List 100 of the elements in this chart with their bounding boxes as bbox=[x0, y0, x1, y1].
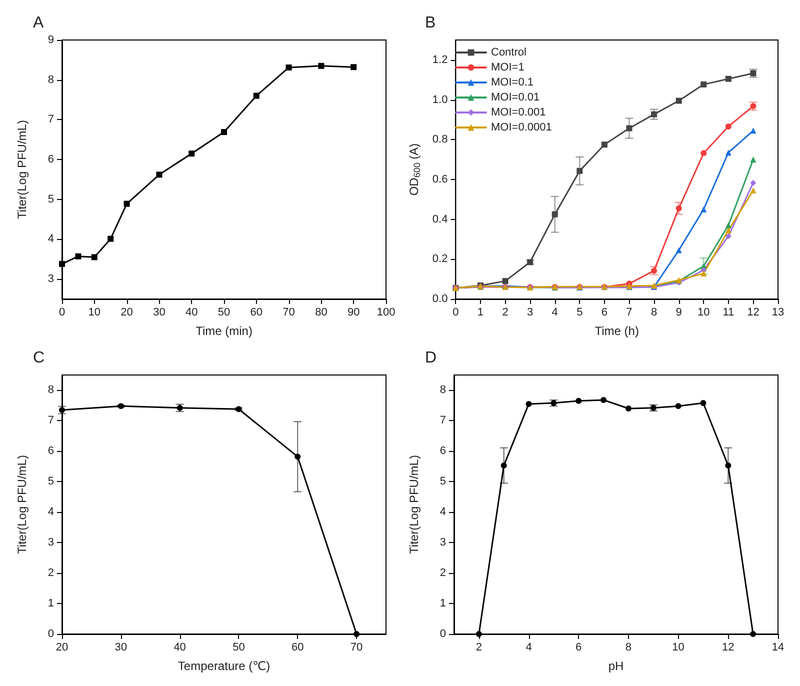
legend-label: MOI=0.0001 bbox=[491, 122, 552, 134]
y-tick-label: 0.6 bbox=[432, 173, 448, 186]
x-tick-label: 2 bbox=[476, 642, 482, 654]
point bbox=[236, 406, 242, 412]
x-tick-label: 50 bbox=[232, 642, 245, 654]
y-tick-label: 3 bbox=[440, 536, 446, 549]
x-tick-label: 14 bbox=[772, 642, 784, 654]
point bbox=[725, 76, 732, 82]
legend-label: MOI=1 bbox=[491, 62, 524, 74]
y-tick-label: 8 bbox=[48, 74, 54, 86]
legend-label: Control bbox=[491, 46, 526, 58]
point bbox=[156, 172, 162, 178]
y-tick-label: 0.8 bbox=[432, 134, 448, 146]
point bbox=[318, 62, 324, 69]
y-tick-label: 3 bbox=[48, 273, 54, 286]
point bbox=[354, 631, 360, 637]
y-tick-label: 5 bbox=[48, 193, 54, 206]
x-tick-label: 90 bbox=[347, 306, 360, 318]
point bbox=[118, 403, 124, 410]
x-tick-label: 30 bbox=[114, 642, 128, 654]
point bbox=[700, 270, 707, 276]
y-tick-label: 7 bbox=[440, 414, 446, 427]
x-tick-label: 8 bbox=[650, 306, 658, 318]
x-tick-label: 60 bbox=[250, 306, 263, 318]
y-tick-label: 6 bbox=[440, 445, 446, 458]
x-tick-label: 10 bbox=[697, 306, 710, 318]
point bbox=[700, 400, 706, 406]
legend-label: MOI=0.01 bbox=[491, 92, 540, 104]
point bbox=[700, 81, 707, 88]
y-tick-label: 7 bbox=[48, 114, 54, 126]
point bbox=[576, 168, 583, 174]
y-tick-label: 8 bbox=[48, 384, 54, 396]
y-tick-label: 0 bbox=[48, 628, 54, 640]
y-tick-label: 8 bbox=[440, 384, 446, 396]
x-tick-label: 9 bbox=[676, 306, 682, 318]
x-tick-label: 60 bbox=[292, 642, 304, 654]
point bbox=[552, 211, 558, 218]
y-tick-label: 5 bbox=[48, 476, 54, 488]
x-tick-label: 10 bbox=[672, 642, 684, 654]
y-tick-label: 7 bbox=[48, 414, 54, 427]
x-tick-label: 5 bbox=[576, 306, 583, 318]
y-axis-title: Titer(Log PFU/mL) bbox=[15, 120, 29, 219]
x-axis-title: Time (h) bbox=[594, 324, 639, 338]
point bbox=[108, 236, 114, 242]
point bbox=[725, 227, 732, 234]
point bbox=[502, 278, 508, 284]
x-axis-title: pH bbox=[608, 659, 624, 673]
y-tick-label: 2 bbox=[48, 567, 54, 580]
point bbox=[750, 128, 756, 134]
point bbox=[750, 180, 756, 186]
y-tick-label: 1.0 bbox=[432, 94, 448, 106]
x-tick-label: 6 bbox=[601, 306, 608, 318]
x-tick-label: 4 bbox=[526, 642, 532, 654]
point bbox=[626, 125, 632, 132]
y-tick-label: 0.0 bbox=[432, 293, 448, 305]
point bbox=[253, 92, 260, 99]
x-axis-title: Temperature (℃) bbox=[178, 659, 270, 673]
point bbox=[576, 398, 582, 404]
x-tick-label: 12 bbox=[747, 306, 760, 318]
point bbox=[725, 150, 732, 156]
point bbox=[286, 64, 292, 70]
x-axis-title: Time (min) bbox=[196, 324, 252, 338]
point bbox=[700, 150, 707, 156]
point bbox=[350, 64, 357, 70]
point bbox=[188, 150, 195, 157]
y-tick-label: 4 bbox=[440, 506, 446, 518]
x-tick-label: 1 bbox=[477, 306, 484, 318]
point bbox=[750, 156, 756, 163]
x-tick-label: 20 bbox=[56, 642, 68, 654]
point bbox=[725, 233, 732, 240]
point bbox=[651, 111, 658, 118]
x-tick-label: 13 bbox=[772, 306, 784, 318]
point bbox=[124, 200, 130, 207]
y-tick-label: 5 bbox=[440, 476, 446, 488]
x-tick-label: 10 bbox=[88, 306, 101, 318]
x-tick-label: 0 bbox=[58, 306, 66, 318]
x-tick-label: 11 bbox=[722, 306, 734, 318]
x-tick-label: 3 bbox=[527, 306, 534, 318]
y-tick-label: 4 bbox=[48, 233, 54, 246]
chart-title: B bbox=[425, 14, 436, 32]
point bbox=[725, 222, 732, 228]
x-tick-label: 80 bbox=[315, 306, 328, 318]
point bbox=[700, 206, 707, 212]
x-tick-label: 12 bbox=[722, 642, 734, 654]
y-tick-label: 0 bbox=[440, 628, 446, 640]
x-tick-label: 8 bbox=[625, 642, 632, 654]
point bbox=[59, 407, 65, 414]
y-tick-label: 1 bbox=[440, 598, 446, 610]
point bbox=[676, 247, 682, 254]
x-tick-label: 2 bbox=[502, 306, 508, 318]
y-tick-label: 6 bbox=[48, 154, 54, 166]
point bbox=[625, 406, 632, 412]
y-axis-title: OD600 (A) bbox=[407, 143, 422, 196]
point bbox=[59, 260, 65, 267]
y-tick-label: 6 bbox=[48, 445, 54, 458]
point bbox=[750, 187, 756, 194]
x-tick-label: 7 bbox=[626, 306, 632, 318]
x-tick-label: 70 bbox=[350, 642, 363, 654]
x-tick-label: 40 bbox=[174, 642, 186, 654]
x-tick-label: 20 bbox=[120, 306, 133, 318]
